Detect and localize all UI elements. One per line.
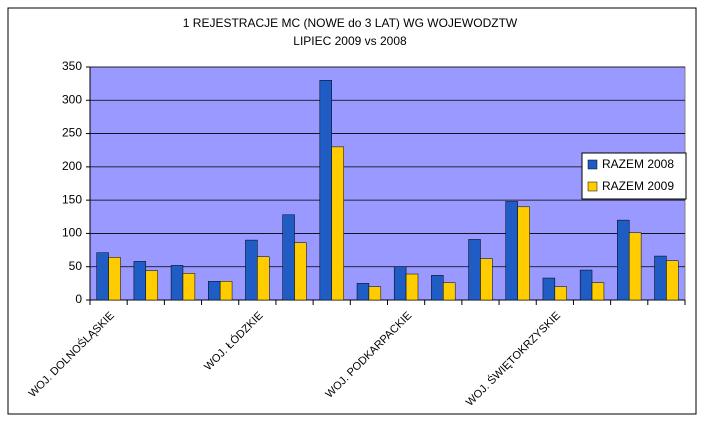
y-tick-label: 100 [62,226,82,240]
legend-label: RAZEM 2009 [602,179,674,193]
y-tick-label: 0 [75,292,82,306]
bar [542,277,556,301]
bar [145,270,158,301]
bar [257,256,270,301]
bar [443,282,456,301]
bar [468,239,481,301]
bar [208,281,221,301]
y-tick-label: 250 [62,126,82,140]
legend-box [581,152,687,200]
bar [319,80,332,301]
bar [554,286,567,301]
bar [108,257,121,301]
chart-subtitle: LIPIEC 2009 vs 2008 [293,34,407,48]
bar [393,266,407,301]
legend-label: RAZEM 2008 [602,157,674,171]
bar [219,281,233,301]
bar [654,255,667,301]
bar [505,201,518,301]
bar [282,214,295,301]
bar [480,258,493,301]
bar [368,286,382,301]
y-tick-label: 350 [62,59,82,73]
legend-swatch [587,159,598,170]
legend-swatch [587,181,598,192]
y-tick-label: 300 [62,92,82,106]
bar [170,265,184,301]
bar [356,283,370,301]
y-tick-label: 50 [69,259,83,273]
bar [579,269,593,301]
y-tick-label: 150 [62,192,82,206]
bar [331,146,344,301]
bar [245,239,258,301]
bar [517,206,530,301]
bar [617,219,630,301]
bar [405,273,419,301]
bar [666,260,679,301]
y-tick-label: 200 [62,159,82,173]
bar [591,282,605,301]
bar [431,275,444,301]
bar [294,242,307,301]
bar [96,252,109,301]
bar [182,273,196,301]
bar [628,232,642,301]
bar [133,261,147,301]
chart-title: 1 REJESTRACJE MC (NOWE do 3 LAT) WG WOJE… [183,16,518,30]
